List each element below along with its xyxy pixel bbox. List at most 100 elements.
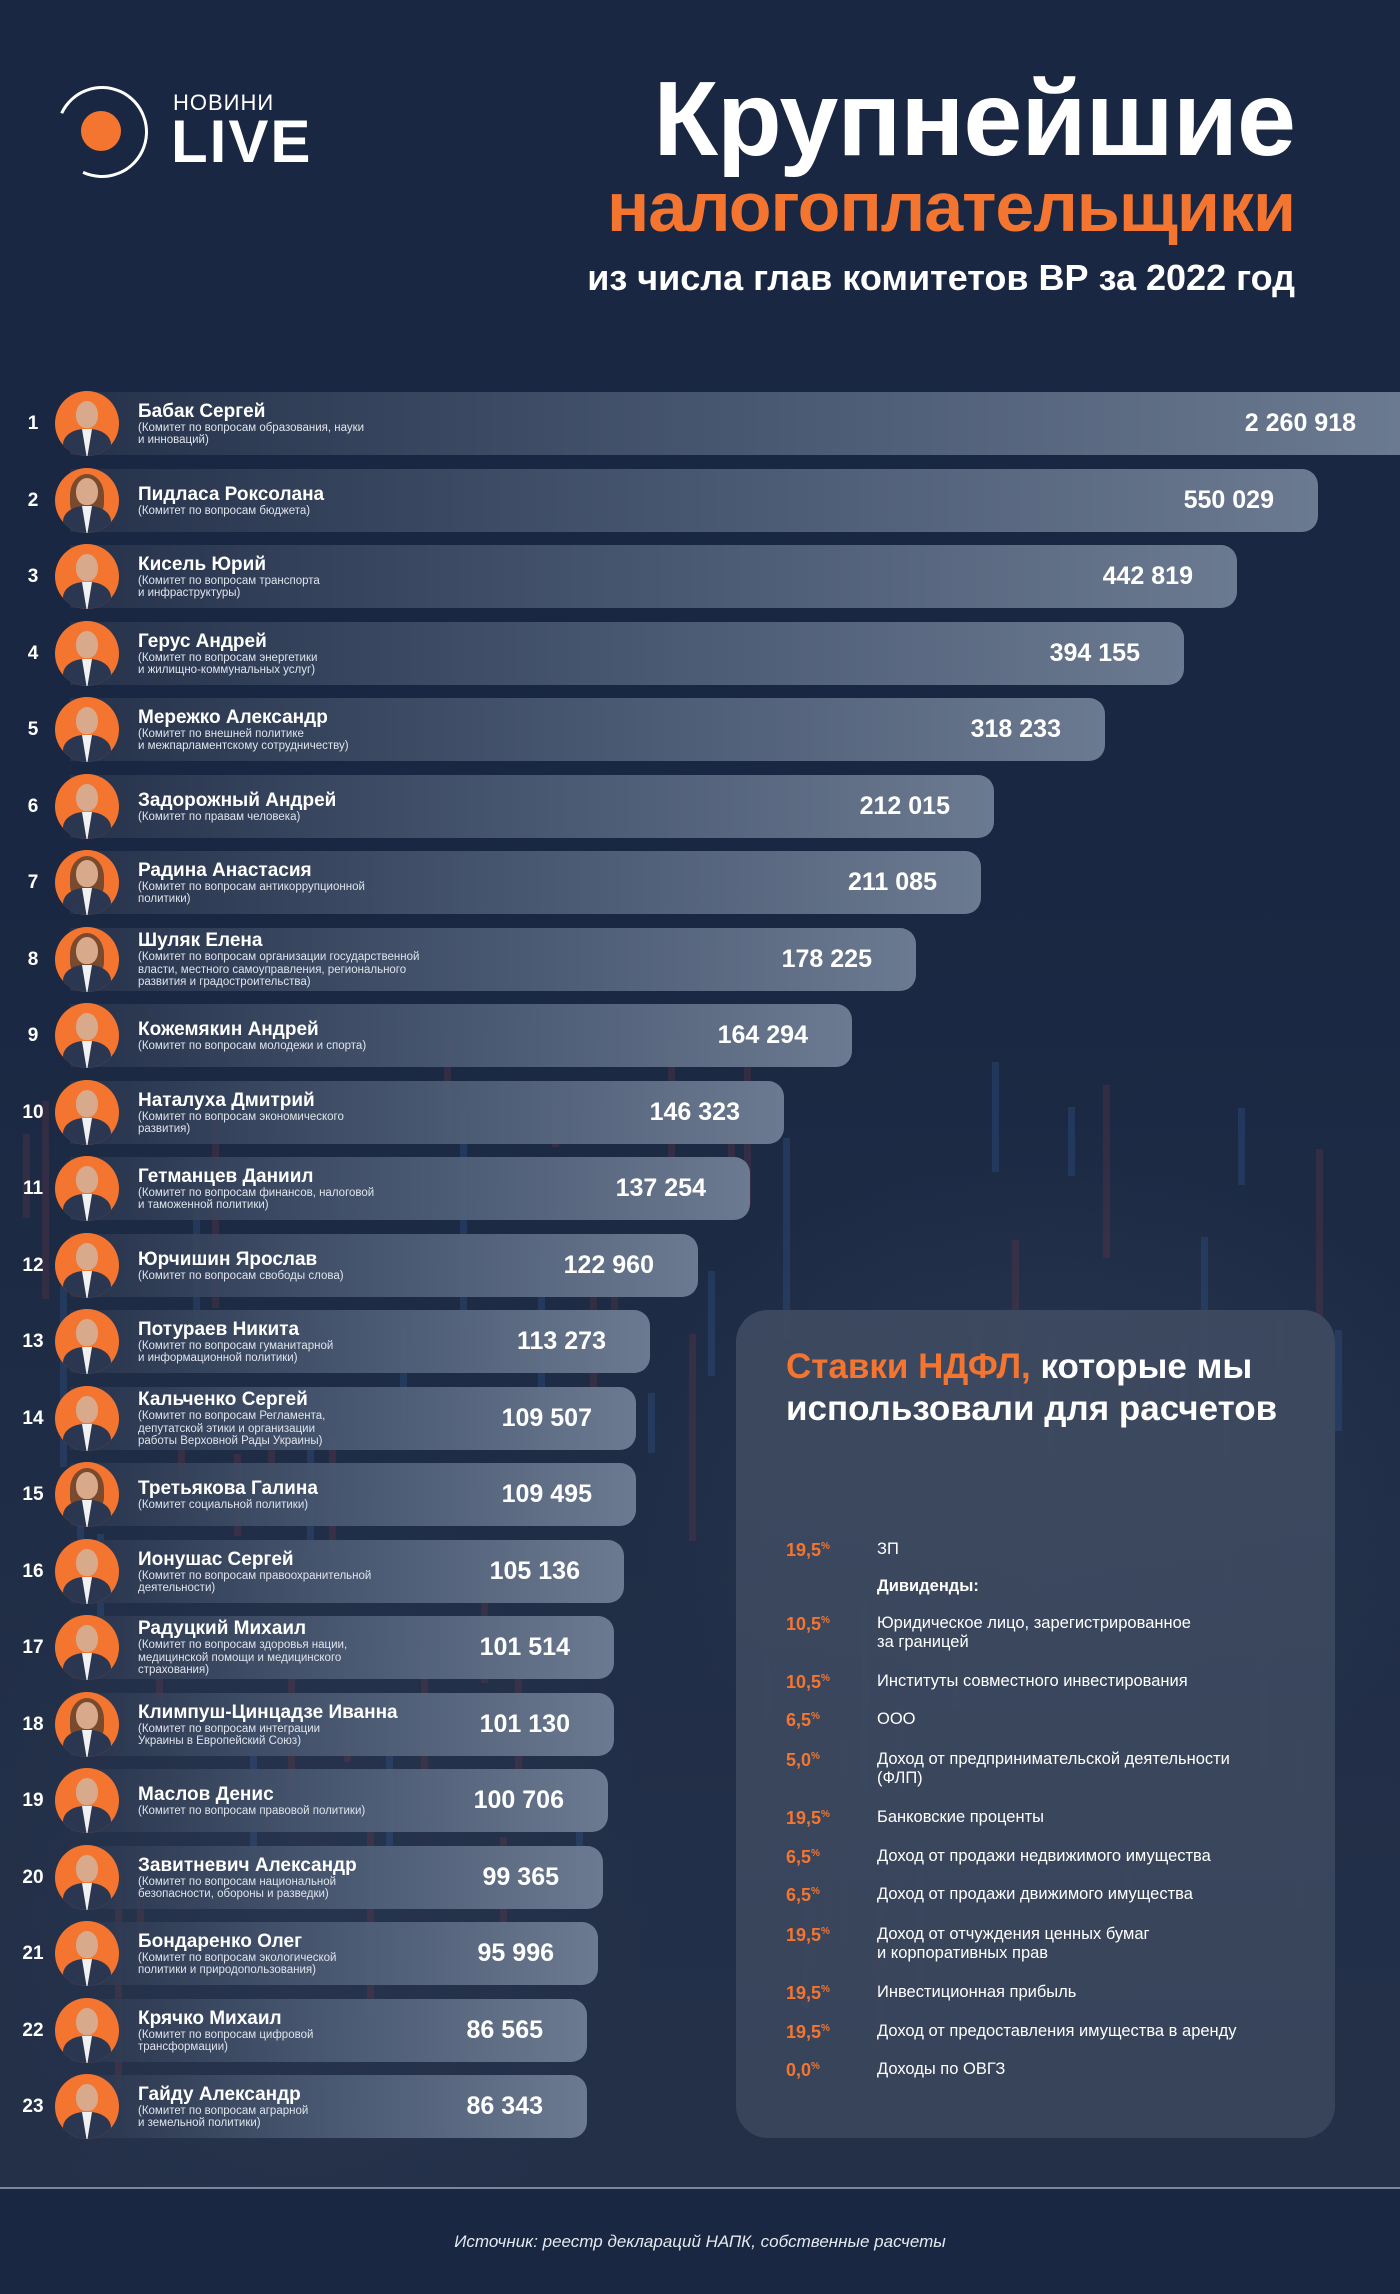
- rate-value: 19,5: [786, 2022, 822, 2042]
- person-name: Радина Анастасия: [138, 859, 312, 881]
- chart-row: 5 Мережко Александр (Комитет по внешней по…: [0, 697, 1400, 762]
- avatar: [55, 1003, 119, 1068]
- committee-name: (Комитет по вопросам аграрной и земельно…: [138, 2104, 309, 2130]
- committee-name: (Комитет по вопросам интеграции Украины …: [138, 1722, 321, 1748]
- tax-value: 211 085: [848, 868, 937, 896]
- value-bar: [70, 775, 994, 838]
- person-info: Климпуш-Цинцадзе Иванна (Комитет по вопро…: [138, 1693, 398, 1756]
- rank-number: 1: [27, 412, 39, 434]
- chart-row: 3 Кисель Юрий (Комитет по вопросам транспо…: [0, 544, 1400, 609]
- person-info: Пидласа Роксолана (Комитет по вопросам бю…: [138, 469, 324, 532]
- rank-number: 5: [27, 718, 39, 740]
- person-name: Завитневич Александр: [138, 1854, 357, 1876]
- page-subtitle: из числа глав комитетов ВР за 2022 год: [587, 257, 1295, 298]
- rate-value: 6,5: [786, 1885, 812, 1905]
- committee-name: (Комитет по вопросам экономического разв…: [138, 1110, 344, 1136]
- person-info: Юрчишин Ярослав (Комитет по вопросам своб…: [138, 1234, 344, 1297]
- logo-main-text: LIVE: [171, 108, 313, 175]
- rate-label: Юридическое лицо, зарегистрированное за …: [877, 1614, 1191, 1651]
- rank-number: 3: [27, 565, 39, 587]
- value-bar: [70, 1616, 614, 1679]
- logo-top-text: НОВИНИ: [173, 90, 275, 115]
- tax-value: 113 273: [517, 1327, 606, 1355]
- value-bar: [70, 1004, 852, 1067]
- committee-name: (Комитет по внешней политике и межпарлам…: [138, 727, 349, 753]
- avatar: [55, 850, 119, 915]
- avatar: [55, 2074, 119, 2139]
- avatar: [55, 1615, 119, 1680]
- tax-value: 109 495: [501, 1480, 592, 1508]
- panel-title: Ставки НДФЛ, которые мы использовали для…: [786, 1346, 1306, 1430]
- avatar: [55, 1768, 119, 1833]
- value-bar: [70, 1081, 784, 1144]
- value-bar: [70, 1999, 587, 2062]
- chart-row: 6 Задорожный Андрей (Комитет по правам чел…: [0, 774, 1400, 839]
- committee-name: (Комитет по вопросам энергетики и жилищн…: [138, 651, 318, 677]
- chart-row: 19 Маслов Денис (Комитет по вопросам право…: [0, 1768, 1400, 1833]
- person-info: Маслов Денис (Комитет по вопросам правово…: [138, 1769, 365, 1832]
- value-bar: [70, 1540, 624, 1603]
- tax-value: 101 514: [479, 1633, 570, 1661]
- tax-value: 86 343: [466, 2092, 543, 2120]
- committee-name: (Комитет по вопросам антикоррупционной п…: [138, 880, 365, 906]
- rate-value: 19,5: [786, 1925, 822, 1945]
- page-title: Крупнейшие: [653, 60, 1296, 178]
- person-name: Бондаренко Олег: [138, 1930, 302, 1952]
- avatar: [55, 1998, 119, 2063]
- rate-label: Доходы по ОВГЗ: [877, 2060, 1006, 2078]
- rate-percent: 19,5%: [786, 1983, 830, 2004]
- person-name: Пидласа Роксолана: [138, 483, 325, 505]
- person-name: Гетманцев Даниил: [138, 1165, 314, 1187]
- rank-number: 18: [22, 1713, 44, 1735]
- percent-sign: %: [811, 2061, 820, 2072]
- chart-row: 15 Третьякова Галина (Комитет социальной п…: [0, 1462, 1400, 1527]
- rate-value: 19,5: [786, 1983, 822, 2003]
- rank-number: 8: [27, 948, 39, 970]
- rank-number: 20: [22, 1866, 44, 1888]
- rate-percent: 19,5%: [786, 1925, 830, 1946]
- rank-number: 6: [27, 795, 39, 817]
- rate-label: Доход от продажи движимого имущества: [877, 1885, 1193, 1903]
- value-bar: [70, 1693, 614, 1756]
- committee-name: (Комитет по вопросам свободы слова): [138, 1269, 344, 1282]
- tax-value: 95 996: [477, 1939, 554, 1967]
- value-bar: [70, 545, 1237, 608]
- tax-value: 442 819: [1102, 562, 1193, 590]
- person-info: Шуляк Елена (Комитет по вопросам организа…: [138, 928, 419, 991]
- rate-label: Доход от предпринимательской деятельност…: [877, 1750, 1230, 1787]
- chart-row: 7 Радина Анастасия (Комитет по вопросам ан…: [0, 850, 1400, 915]
- person-info: Кальченко Сергей (Комитет по вопросам Рег…: [138, 1387, 325, 1450]
- person-info: Ионушас Сергей (Комитет по вопросам право…: [138, 1540, 371, 1603]
- person-info: Наталуха Дмитрий (Комитет по вопросам эко…: [138, 1081, 344, 1144]
- rate-percent: 6,5%: [786, 1847, 820, 1868]
- rate-percent: 6,5%: [786, 1710, 820, 1731]
- person-info: Гетманцев Даниил (Комитет по вопросам фин…: [138, 1157, 374, 1220]
- tax-value: 137 254: [615, 1174, 706, 1202]
- rank-number: 4: [27, 642, 39, 664]
- committee-name: (Комитет по вопросам правоохранительной …: [138, 1569, 372, 1595]
- percent-sign: %: [821, 1615, 830, 1626]
- person-info: Задорожный Андрей (Комитет по правам чело…: [138, 775, 336, 838]
- person-name: Юрчишин Ярослав: [138, 1248, 318, 1270]
- tax-rates-panel: Ставки НДФЛ, которые мы использовали для…: [736, 1310, 1335, 2138]
- rate-value: 19,5: [786, 1540, 822, 1560]
- rate-label: ООО: [877, 1710, 916, 1728]
- rate-percent: 5,0%: [786, 1750, 820, 1771]
- avatar: [55, 697, 119, 762]
- avatar: [55, 1233, 119, 1298]
- rank-number: 23: [22, 2095, 44, 2117]
- chart-row: 10 Наталуха Дмитрий (Комитет по вопросам э…: [0, 1080, 1400, 1145]
- rate-percent: 6,5%: [786, 1885, 820, 1906]
- person-info: Мережко Александр (Комитет по внешней пол…: [138, 698, 349, 761]
- person-info: Потураев Никита (Комитет по вопросам гума…: [138, 1310, 333, 1373]
- percent-sign: %: [821, 1926, 830, 1937]
- committee-name: (Комитет по вопросам экологической полит…: [138, 1951, 337, 1977]
- rate-label: ЗП: [877, 1540, 899, 1558]
- rank-number: 9: [27, 1024, 39, 1046]
- chart-row: 2 Пидласа Роксолана (Комитет по вопросам б…: [0, 468, 1400, 533]
- page-title-accent: налогоплательщики: [606, 168, 1296, 246]
- tax-value: 100 706: [473, 1786, 564, 1814]
- person-name: Герус Андрей: [138, 630, 267, 652]
- chart-row: 20 Завитневич Александр (Комитет по вопрос…: [0, 1845, 1400, 1910]
- tax-value: 178 225: [781, 945, 872, 973]
